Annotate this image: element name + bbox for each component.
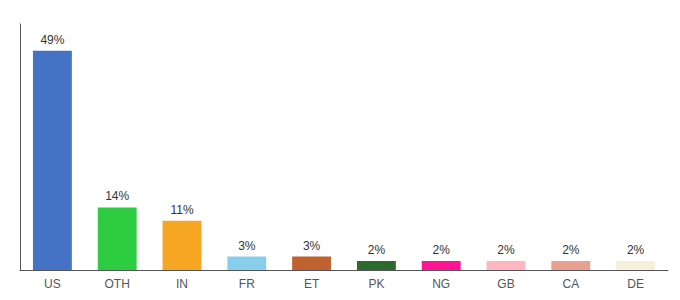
svg-text:CA: CA — [562, 277, 579, 291]
svg-text:NG: NG — [432, 277, 450, 291]
svg-text:2%: 2% — [368, 243, 386, 257]
svg-text:3%: 3% — [238, 239, 256, 253]
svg-text:GB: GB — [497, 277, 514, 291]
svg-text:14%: 14% — [105, 189, 129, 203]
svg-text:ET: ET — [304, 277, 320, 291]
svg-text:2%: 2% — [562, 243, 580, 257]
svg-text:PK: PK — [368, 277, 384, 291]
svg-text:2%: 2% — [433, 243, 451, 257]
svg-text:11%: 11% — [170, 203, 193, 217]
svg-text:49%: 49% — [40, 33, 64, 47]
svg-text:US: US — [44, 277, 61, 291]
svg-text:3%: 3% — [303, 239, 321, 253]
svg-text:2%: 2% — [627, 243, 645, 257]
svg-text:2%: 2% — [497, 243, 515, 257]
svg-text:OTH: OTH — [105, 277, 130, 291]
svg-text:DE: DE — [627, 277, 644, 291]
svg-text:IN: IN — [176, 277, 188, 291]
svg-text:FR: FR — [239, 277, 255, 291]
